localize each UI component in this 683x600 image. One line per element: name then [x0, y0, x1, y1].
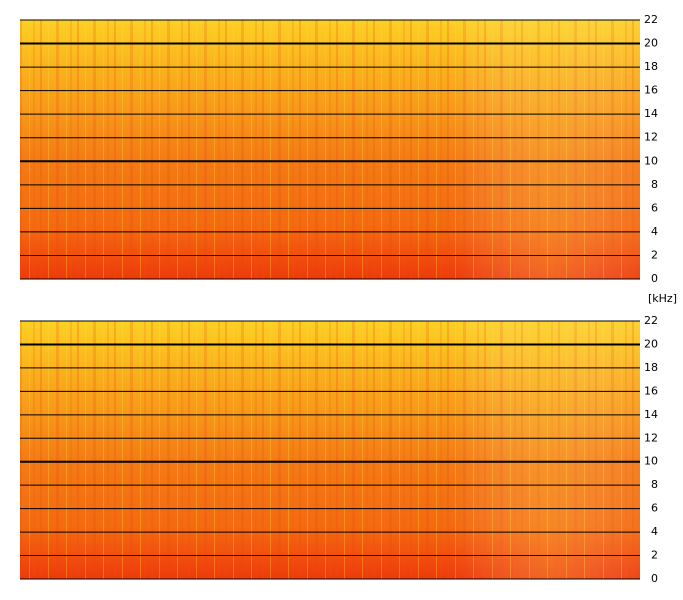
y-tick-label: 22 — [644, 314, 658, 327]
y-tick-label: 6 — [651, 201, 658, 214]
spectrogram-texture — [20, 20, 640, 279]
y-tick-label: 2 — [651, 549, 658, 562]
y-tick-label: 10 — [644, 154, 658, 167]
y-tick-label: 12 — [644, 431, 658, 444]
y-tick-label: 6 — [651, 502, 658, 515]
y-axis-unit: [kHz] — [648, 292, 677, 305]
y-tick-label: 20 — [644, 37, 658, 50]
y-tick-label: 18 — [644, 361, 658, 374]
y-tick-label: 8 — [651, 178, 658, 191]
y-tick-label: 14 — [644, 408, 658, 421]
y-tick-label: 22 — [644, 13, 658, 26]
y-tick-label: 4 — [651, 525, 658, 538]
y-tick-label: 2 — [651, 248, 658, 261]
y-tick-label: 16 — [644, 384, 658, 397]
y-tick-label: 4 — [651, 225, 658, 238]
spectrogram-texture — [20, 321, 640, 579]
y-tick-label: 10 — [644, 455, 658, 468]
y-tick-label: 12 — [644, 131, 658, 144]
y-tick-label: 14 — [644, 107, 658, 120]
y-tick-label: 0 — [651, 572, 658, 585]
y-tick-label: 20 — [644, 337, 658, 350]
y-tick-label: 8 — [651, 478, 658, 491]
y-tick-label: 0 — [651, 272, 658, 285]
y-tick-label: 18 — [644, 60, 658, 73]
y-tick-label: 16 — [644, 84, 658, 97]
